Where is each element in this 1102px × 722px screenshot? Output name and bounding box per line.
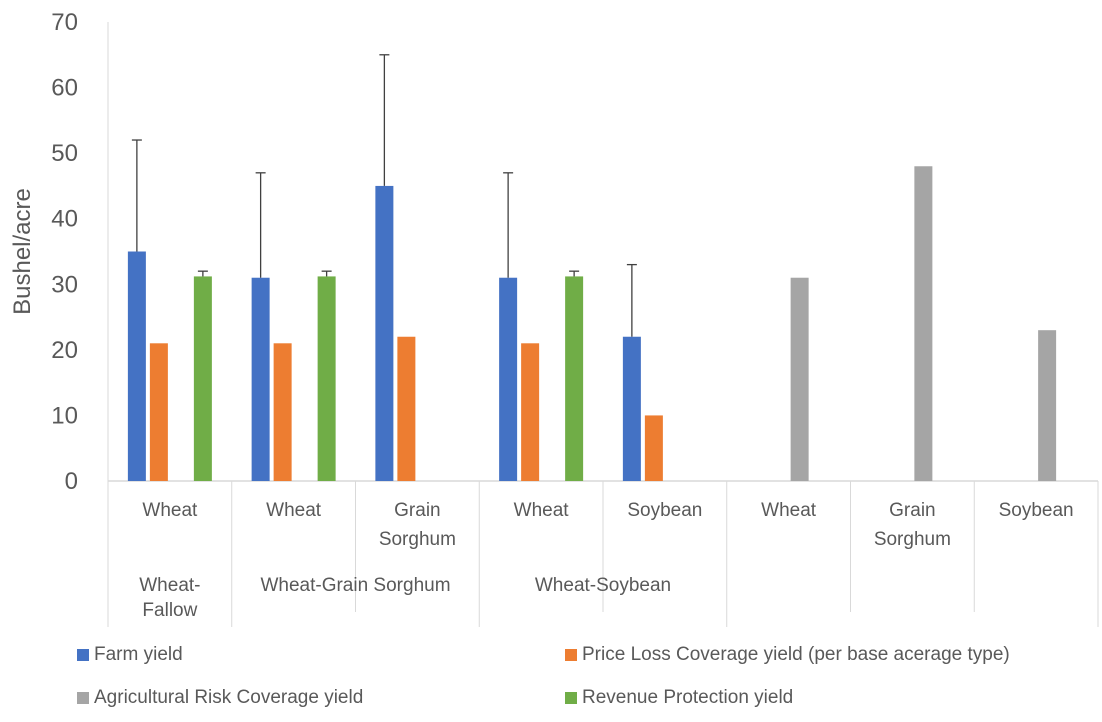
category-label: Grain Sorghum (874, 500, 951, 550)
bar (521, 343, 540, 481)
category-label: Soybean (627, 500, 702, 521)
bar (127, 251, 146, 481)
y-tick-label: 60 (51, 75, 78, 102)
legend-label: Agricultural Risk Coverage yield (94, 687, 363, 708)
y-axis-label: Bushel/acre (9, 188, 36, 315)
legend-label: Price Loss Coverage yield (per base acer… (582, 644, 1010, 665)
bar (317, 276, 336, 481)
y-tick-label: 30 (51, 271, 78, 298)
bars-layer (127, 54, 1057, 481)
bar (1038, 330, 1057, 481)
y-tick-label: 70 (51, 9, 78, 36)
y-tick-label: 20 (51, 337, 78, 364)
bar (565, 276, 584, 481)
group-label: Wheat-Grain Sorghum (260, 575, 450, 596)
bar (251, 277, 270, 481)
category-label: Wheat (761, 500, 817, 521)
y-tick-label: 50 (51, 140, 78, 167)
category-label: Grain Sorghum (379, 500, 456, 550)
group-label: Wheat-Soybean (535, 575, 671, 596)
labels-layer: Wheat Wheat Grain Sorghum Wheat Soybean Wheat G… (139, 500, 1073, 621)
legend-label: Revenue Protection yield (582, 687, 793, 708)
y-tick-label: 0 (65, 468, 78, 495)
bar (375, 185, 394, 481)
legend-label: Farm yield (94, 644, 183, 665)
bar (644, 415, 663, 481)
bar (499, 277, 518, 481)
legend-swatch (77, 692, 89, 704)
category-label: Wheat (266, 500, 322, 521)
bar (273, 343, 292, 481)
bar (914, 166, 933, 481)
category-label: Soybean (999, 500, 1074, 521)
bar (149, 343, 168, 481)
group-label: Wheat-Fallow (139, 575, 200, 621)
legend-swatch (565, 692, 577, 704)
axes-layer: 0 10 20 30 40 50 60 70 Bushel/acre (9, 9, 1099, 627)
bar (397, 336, 416, 481)
bar (622, 336, 641, 481)
category-label: Wheat (514, 500, 570, 521)
legend-swatch (77, 649, 89, 661)
legend-layer: Farm yield Price Loss Coverage yield (per… (77, 644, 1010, 708)
y-tick-label: 10 (51, 402, 78, 429)
category-label: Wheat (142, 500, 198, 521)
bar (193, 276, 212, 481)
legend-swatch (565, 649, 577, 661)
bar (790, 277, 809, 481)
y-tick-label: 40 (51, 206, 78, 233)
